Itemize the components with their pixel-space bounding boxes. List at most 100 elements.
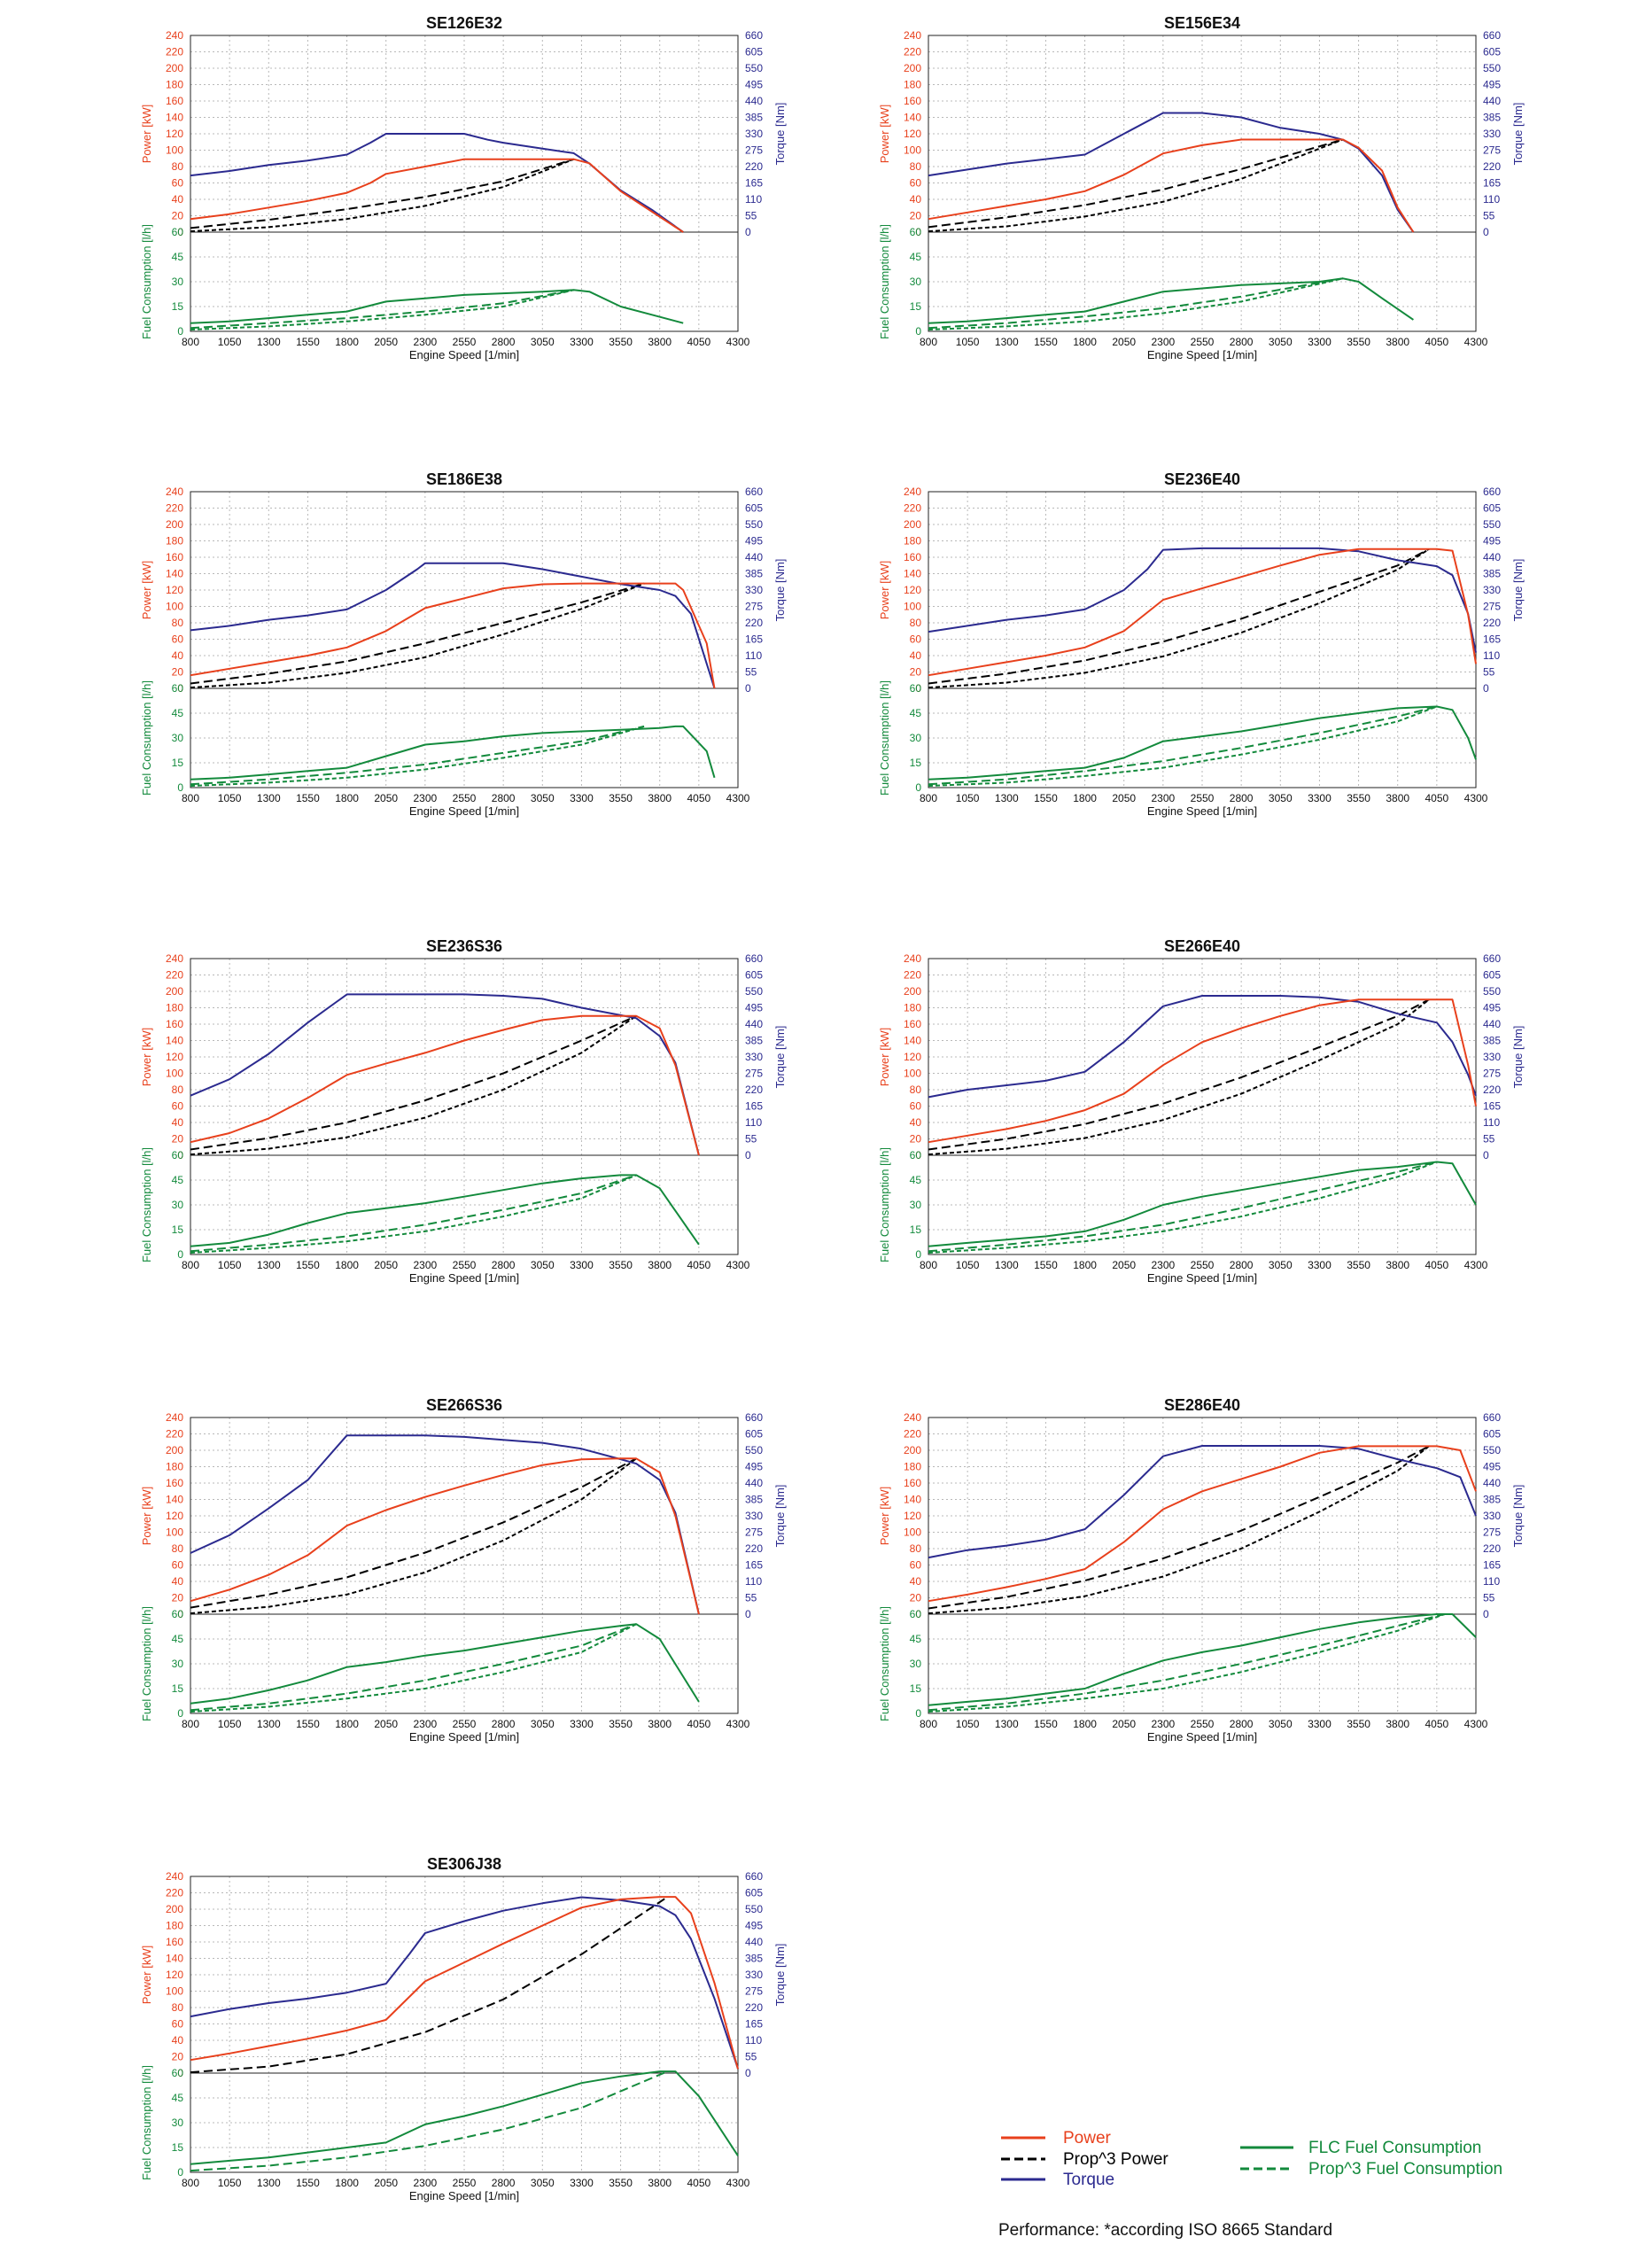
torque-tick-label: 440 <box>745 95 763 107</box>
prop-power-line <box>928 138 1344 229</box>
power-tick-label: 40 <box>172 649 184 662</box>
fuel-tick-label: 15 <box>172 757 184 769</box>
x-tick-label: 2300 <box>414 1718 438 1730</box>
x-tick-label: 4050 <box>687 1718 711 1730</box>
fuel-axis-label: Fuel Consumption [l/h] <box>140 2065 153 2180</box>
power-tick-label: 180 <box>904 1461 921 1473</box>
torque-tick-label: 275 <box>1483 1068 1501 1080</box>
x-tick-label: 2550 <box>453 1259 477 1271</box>
x-tick-label: 1300 <box>257 2177 281 2189</box>
power-tick-label: 40 <box>910 649 922 662</box>
chart-title: SE266E40 <box>1164 937 1240 955</box>
power-tick-label: 20 <box>172 666 184 679</box>
x-tick-label: 2550 <box>1191 336 1215 348</box>
power-tick-label: 200 <box>166 985 183 998</box>
x-tick-label: 3050 <box>1269 792 1293 804</box>
x-tick-label: 4300 <box>726 2177 750 2189</box>
x-tick-label: 1300 <box>995 792 1019 804</box>
prop-power-line-alt <box>190 582 645 689</box>
prop-power-line-alt <box>928 548 1430 689</box>
fuel-tick-label: 45 <box>172 1174 184 1186</box>
power-tick-label: 220 <box>904 46 921 58</box>
x-tick-label: 4050 <box>687 2177 711 2189</box>
power-tick-label: 160 <box>904 1477 921 1489</box>
power-tick-label: 80 <box>910 1542 922 1555</box>
torque-tick-label: 605 <box>1483 46 1501 58</box>
power-line <box>190 1896 739 2070</box>
power-tick-label: 60 <box>910 1100 922 1113</box>
power-tick-label: 120 <box>904 584 921 596</box>
x-axis-label: Engine Speed [1/min] <box>1147 1271 1257 1285</box>
x-tick-label: 4050 <box>1425 1259 1449 1271</box>
prop-power-line <box>928 1445 1430 1610</box>
power-tick-label: 40 <box>172 1575 184 1588</box>
x-tick-label: 4300 <box>1464 336 1488 348</box>
chart-title: SE236S36 <box>426 937 502 955</box>
power-line <box>928 548 1477 677</box>
x-tick-label: 3300 <box>570 2177 594 2189</box>
x-tick-label: 3050 <box>531 1259 555 1271</box>
torque-tick-label: 440 <box>1483 1477 1501 1489</box>
power-tick-label: 40 <box>172 2034 184 2047</box>
torque-tick-label: 110 <box>745 649 762 662</box>
prop-power-line <box>190 582 645 685</box>
power-tick-label: 40 <box>910 193 922 206</box>
prop-fuel-line <box>190 1623 637 1712</box>
torque-line <box>190 1434 700 1615</box>
torque-tick-label: 275 <box>745 601 763 613</box>
torque-tick-label: 55 <box>745 210 757 222</box>
power-tick-label: 200 <box>904 62 921 74</box>
power-tick-label: 200 <box>904 1444 921 1456</box>
power-tick-label: 140 <box>166 568 183 580</box>
x-tick-label: 1300 <box>995 336 1019 348</box>
x-tick-label: 1300 <box>257 336 281 348</box>
torque-tick-label: 165 <box>1483 633 1501 646</box>
fuel-plot-frame <box>190 231 739 332</box>
power-tick-label: 160 <box>904 95 921 107</box>
torque-tick-label: 275 <box>745 1526 763 1539</box>
x-tick-label: 2050 <box>1112 1259 1136 1271</box>
x-axis-label: Engine Speed [1/min] <box>409 1730 519 1744</box>
x-tick-label: 3550 <box>609 336 633 348</box>
power-tick-label: 0 <box>915 226 921 238</box>
power-axis-label: Power [kW] <box>140 1028 153 1086</box>
torque-tick-label: 165 <box>1483 1559 1501 1572</box>
power-tick-label: 100 <box>166 1526 183 1539</box>
torque-tick-label: 550 <box>745 1444 763 1456</box>
x-tick-label: 2800 <box>1230 1718 1254 1730</box>
grid <box>928 491 1477 788</box>
chart-se286e40: SE286E40 0 20 40 60 80 100 120 140 160 180 200 220 24… <box>878 1396 1525 1744</box>
power-tick-label: 120 <box>166 128 183 140</box>
fuel-tick-label: 60 <box>910 226 922 238</box>
torque-tick-label: 220 <box>1483 1542 1501 1555</box>
x-tick-label: 2050 <box>374 2177 398 2189</box>
power-tick-label: 20 <box>172 2051 184 2063</box>
x-tick-label: 1550 <box>1034 792 1058 804</box>
x-tick-label: 2550 <box>1191 1718 1215 1730</box>
x-tick-label: 3050 <box>1269 336 1293 348</box>
x-tick-label: 3050 <box>1269 1259 1293 1271</box>
fuel-line <box>928 277 1414 324</box>
x-tick-label: 800 <box>920 1718 937 1730</box>
x-tick-label: 2050 <box>374 336 398 348</box>
torque-tick-label: 0 <box>1483 1149 1489 1161</box>
fuel-tick-label: 0 <box>177 781 183 794</box>
power-tick-label: 80 <box>910 1084 922 1096</box>
power-tick-label: 100 <box>166 1985 183 1998</box>
x-tick-label: 2800 <box>492 792 516 804</box>
power-tick-label: 140 <box>904 1494 921 1506</box>
power-tick-label: 40 <box>910 1116 922 1129</box>
power-tick-label: 0 <box>177 226 183 238</box>
prop-fuel-line <box>928 705 1438 786</box>
fuel-tick-label: 15 <box>172 1223 184 1236</box>
power-tick-label: 240 <box>166 952 183 965</box>
torque-axis-label: Torque [Nm] <box>773 1026 787 1089</box>
torque-tick-label: 660 <box>745 952 763 965</box>
power-tick-label: 220 <box>904 969 921 982</box>
x-tick-label: 1300 <box>995 1718 1019 1730</box>
x-tick-label: 1800 <box>335 2177 359 2189</box>
torque-tick-label: 330 <box>1483 584 1501 596</box>
power-tick-label: 100 <box>904 1068 921 1080</box>
power-tick-label: 200 <box>166 1444 183 1456</box>
